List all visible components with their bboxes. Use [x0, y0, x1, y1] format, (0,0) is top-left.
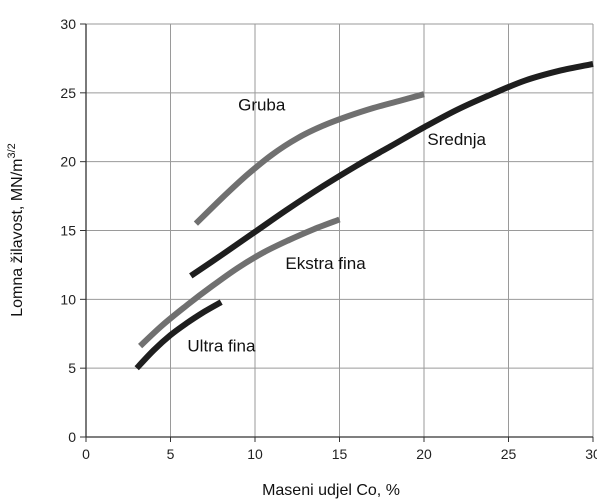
- y-tick-label: 25: [60, 85, 76, 101]
- x-tick-label: 5: [167, 446, 175, 462]
- x-tick-label: 30: [585, 446, 597, 462]
- x-tick-label: 0: [82, 446, 90, 462]
- chart-annotations: Gruba Srednja Ekstra fina Ultra fina: [187, 96, 486, 356]
- series-line-ultra-fina: [134, 299, 223, 371]
- x-tick-label: 20: [416, 446, 432, 462]
- y-tick-label: 5: [68, 360, 76, 376]
- y-tick-label: 20: [60, 154, 76, 170]
- y-axis-label: Lomna žilavost, MN/m3/2: [6, 143, 26, 317]
- series-label-gruba: Gruba: [238, 96, 286, 115]
- series-line-ekstra-fina: [138, 216, 341, 349]
- chart-series: [134, 60, 594, 371]
- x-tick-label: 10: [247, 446, 263, 462]
- x-tick-label: 15: [332, 446, 348, 462]
- series-line-gruba: [193, 91, 425, 226]
- chart-tick-labels: 0 5 10 15 20 25 30 0 5 10 15 20 25 30: [60, 16, 597, 462]
- chart-grid: [86, 23, 594, 437]
- series-label-ekstra-fina: Ekstra fina: [285, 254, 366, 273]
- chart-axes: [80, 23, 594, 442]
- series-label-srednja: Srednja: [427, 130, 486, 149]
- y-tick-label: 15: [60, 223, 76, 239]
- y-tick-label: 0: [68, 429, 76, 445]
- y-axis-label-main: Lomna žilavost, MN/m: [9, 159, 26, 317]
- y-axis-label-superscript: 3/2: [6, 143, 18, 158]
- x-axis-label: Maseni udjel Co, %: [262, 482, 400, 499]
- y-tick-label: 30: [60, 16, 76, 32]
- y-tick-label: 10: [60, 291, 76, 307]
- series-line-srednja: [189, 60, 594, 279]
- series-label-ultra-fina: Ultra fina: [187, 337, 256, 356]
- x-tick-label: 25: [501, 446, 517, 462]
